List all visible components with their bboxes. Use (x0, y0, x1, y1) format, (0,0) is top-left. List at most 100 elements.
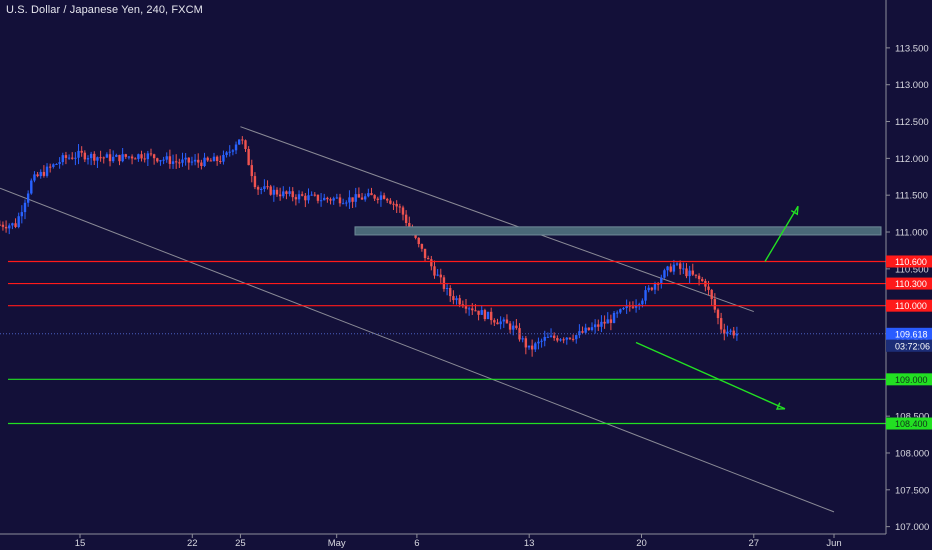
candle-body (222, 154, 225, 162)
candle-body (215, 156, 219, 162)
price-axis-tick-label: 111.000 (895, 228, 928, 239)
candle-body (152, 154, 156, 159)
candle-body (71, 157, 74, 159)
candle-body (52, 164, 55, 167)
candle-body (266, 186, 269, 188)
candle-body (663, 270, 666, 278)
candle-body (285, 191, 288, 194)
candle-body (77, 150, 80, 158)
candle-body (436, 274, 439, 276)
candle-body (231, 150, 235, 152)
candle-body (130, 156, 134, 159)
arrow-down-head (775, 402, 786, 410)
candle-body (578, 331, 581, 336)
level-label-box (886, 417, 932, 430)
candle-body (697, 275, 701, 280)
candle-body (168, 156, 172, 164)
candle-body (543, 336, 546, 341)
candle-body (656, 283, 660, 285)
candle-body (426, 258, 430, 260)
candle-body (496, 322, 499, 325)
candle-body (606, 319, 609, 324)
candle-body (534, 343, 537, 350)
level-label: 108.400 (895, 419, 928, 429)
candle-body (474, 310, 477, 312)
candle-body (382, 195, 386, 199)
price-axis-tick-label: 108.500 (895, 412, 929, 423)
candle-body (118, 154, 121, 162)
candle-body (370, 193, 373, 196)
candle-body (247, 148, 250, 166)
candle-body (345, 202, 348, 204)
candle-body (323, 197, 326, 201)
candle-body (363, 196, 367, 200)
candle-body (338, 197, 342, 204)
candle-body (694, 274, 698, 276)
candle-body (86, 158, 90, 160)
time-axis-tick-label: Jun (826, 538, 841, 549)
candle-body (458, 298, 461, 305)
candle-body (726, 331, 729, 334)
candle-body (575, 335, 578, 340)
candle-body (527, 345, 531, 348)
candle-body (4, 226, 8, 229)
candle-body (685, 268, 688, 277)
candle-body (515, 325, 518, 329)
candle-body (228, 151, 231, 153)
candle-body (593, 324, 597, 328)
level-label: 110.600 (895, 257, 927, 267)
candle-body (74, 157, 77, 159)
candle-body (55, 163, 58, 165)
candle-body (89, 153, 93, 159)
candle-body (146, 153, 150, 160)
candle-body (190, 161, 194, 163)
candle-body (622, 308, 625, 310)
price-axis-tick-label: 107.500 (895, 485, 929, 496)
candle-body (294, 197, 298, 200)
candle-body (165, 156, 168, 160)
candle-body (348, 197, 351, 203)
channel-upper-line (240, 126, 754, 313)
candle-body (42, 171, 46, 176)
candle-body (619, 309, 622, 313)
arrow-up-line (764, 205, 799, 262)
level-label-box (886, 299, 932, 312)
time-axis-tick-label: 20 (636, 538, 647, 549)
time-axis-tick-label: 13 (524, 538, 535, 549)
candle-body (111, 156, 115, 162)
candle-body (33, 174, 36, 181)
candle-body (14, 223, 17, 227)
candle-body (39, 171, 42, 177)
candle-body (181, 159, 184, 163)
candle-body (184, 157, 187, 160)
candle-body (609, 319, 613, 323)
candle-body (587, 327, 591, 330)
candle-body (530, 345, 534, 350)
candle-body (505, 319, 509, 324)
candle-body (297, 194, 301, 200)
candle-body (549, 335, 553, 337)
candle-body (17, 216, 20, 227)
time-axis-tick-label: 15 (75, 538, 86, 549)
candle-body (253, 176, 257, 188)
candle-body (600, 321, 603, 327)
candle-body (439, 274, 442, 278)
candle-body (524, 338, 528, 348)
candle-body (30, 180, 33, 194)
level-label: 109.000 (895, 375, 928, 385)
current-price-value: 109.618 (895, 329, 928, 339)
candle-body (691, 270, 694, 275)
candle-body (288, 191, 291, 194)
level-label-box (886, 373, 932, 386)
candle-body (244, 140, 247, 149)
candle-body (219, 161, 222, 163)
candle-body (332, 198, 335, 201)
candle-body (499, 321, 502, 325)
candle-body (174, 161, 178, 163)
candle-body (140, 154, 143, 159)
level-label: 110.300 (895, 279, 927, 289)
candle-body (464, 306, 468, 309)
candle-body (638, 304, 641, 306)
